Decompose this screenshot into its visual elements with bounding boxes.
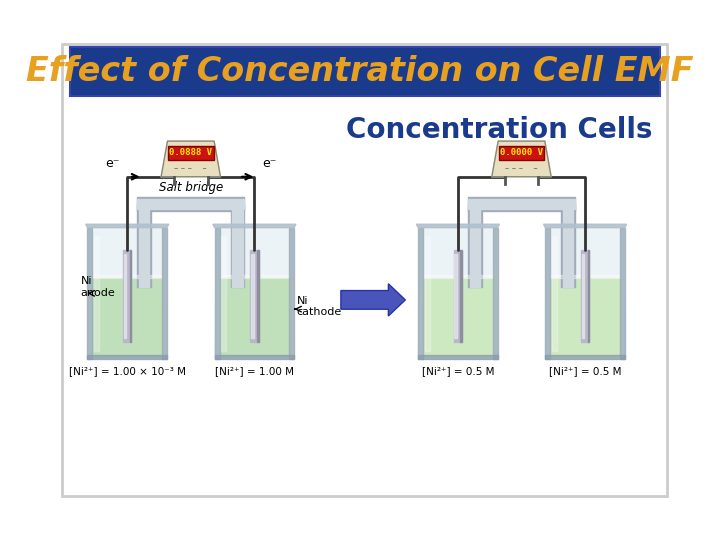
Polygon shape — [92, 275, 162, 278]
Polygon shape — [468, 199, 575, 209]
Text: Ni
cathode: Ni cathode — [297, 296, 342, 318]
Polygon shape — [220, 275, 289, 278]
Polygon shape — [257, 250, 258, 342]
Polygon shape — [454, 254, 457, 338]
Polygon shape — [138, 199, 244, 209]
Polygon shape — [124, 254, 126, 338]
Polygon shape — [215, 227, 220, 359]
FancyArrow shape — [341, 284, 405, 316]
Polygon shape — [582, 254, 584, 338]
Text: – – –    –: – – – – — [174, 164, 207, 173]
Polygon shape — [588, 250, 589, 342]
Polygon shape — [581, 250, 589, 342]
Polygon shape — [215, 227, 294, 359]
Polygon shape — [233, 204, 243, 287]
Polygon shape — [418, 227, 498, 359]
Polygon shape — [425, 236, 430, 350]
Text: Salt bridge: Salt bridge — [158, 181, 223, 194]
Text: – – –    –: – – – – — [505, 164, 538, 173]
Polygon shape — [544, 224, 626, 227]
Polygon shape — [162, 227, 167, 359]
Polygon shape — [139, 204, 149, 287]
Polygon shape — [213, 224, 296, 227]
Polygon shape — [87, 227, 92, 359]
Polygon shape — [492, 141, 552, 177]
Text: Effect of Concentration on Cell EMF: Effect of Concentration on Cell EMF — [26, 55, 693, 88]
Polygon shape — [545, 227, 550, 359]
Polygon shape — [123, 250, 132, 342]
Polygon shape — [454, 250, 462, 342]
Polygon shape — [221, 236, 226, 350]
Polygon shape — [250, 250, 258, 342]
Polygon shape — [423, 278, 492, 357]
Text: 0.0888 V: 0.0888 V — [169, 148, 212, 158]
Polygon shape — [562, 204, 575, 287]
Bar — [168, 146, 214, 160]
Polygon shape — [251, 254, 253, 338]
Polygon shape — [92, 278, 162, 357]
Polygon shape — [230, 204, 244, 287]
Polygon shape — [545, 227, 625, 359]
Polygon shape — [87, 227, 167, 359]
Text: [Ni²⁺] = 1.00 M: [Ni²⁺] = 1.00 M — [215, 366, 294, 376]
Polygon shape — [86, 224, 168, 227]
Polygon shape — [138, 204, 151, 287]
Polygon shape — [289, 227, 294, 359]
Polygon shape — [468, 204, 482, 287]
Polygon shape — [550, 278, 620, 357]
Polygon shape — [545, 355, 625, 359]
Polygon shape — [552, 236, 557, 350]
Bar — [498, 146, 544, 160]
Text: e⁻: e⁻ — [104, 157, 119, 170]
Text: Ni
anode: Ni anode — [81, 276, 115, 298]
Text: [Ni²⁺] = 0.5 M: [Ni²⁺] = 0.5 M — [549, 366, 621, 376]
Polygon shape — [423, 275, 492, 278]
Polygon shape — [469, 204, 480, 287]
Text: 0.0000 V: 0.0000 V — [500, 148, 543, 158]
Polygon shape — [550, 275, 620, 278]
Polygon shape — [138, 197, 244, 211]
Text: Concentration Cells: Concentration Cells — [346, 116, 653, 144]
Polygon shape — [220, 278, 289, 357]
Text: [Ni²⁺] = 0.5 M: [Ni²⁺] = 0.5 M — [422, 366, 494, 376]
Polygon shape — [130, 250, 132, 342]
Polygon shape — [492, 227, 498, 359]
Polygon shape — [620, 227, 625, 359]
Polygon shape — [215, 355, 294, 359]
Polygon shape — [418, 227, 423, 359]
Bar — [70, 47, 660, 96]
Text: [Ni²⁺] = 1.00 × 10⁻³ M: [Ni²⁺] = 1.00 × 10⁻³ M — [68, 366, 186, 376]
Polygon shape — [416, 224, 500, 227]
Polygon shape — [161, 141, 220, 177]
Polygon shape — [87, 355, 167, 359]
Polygon shape — [563, 204, 573, 287]
Polygon shape — [460, 250, 462, 342]
Text: e⁻: e⁻ — [263, 157, 277, 170]
Polygon shape — [468, 197, 575, 211]
Polygon shape — [94, 236, 99, 350]
Polygon shape — [418, 355, 498, 359]
